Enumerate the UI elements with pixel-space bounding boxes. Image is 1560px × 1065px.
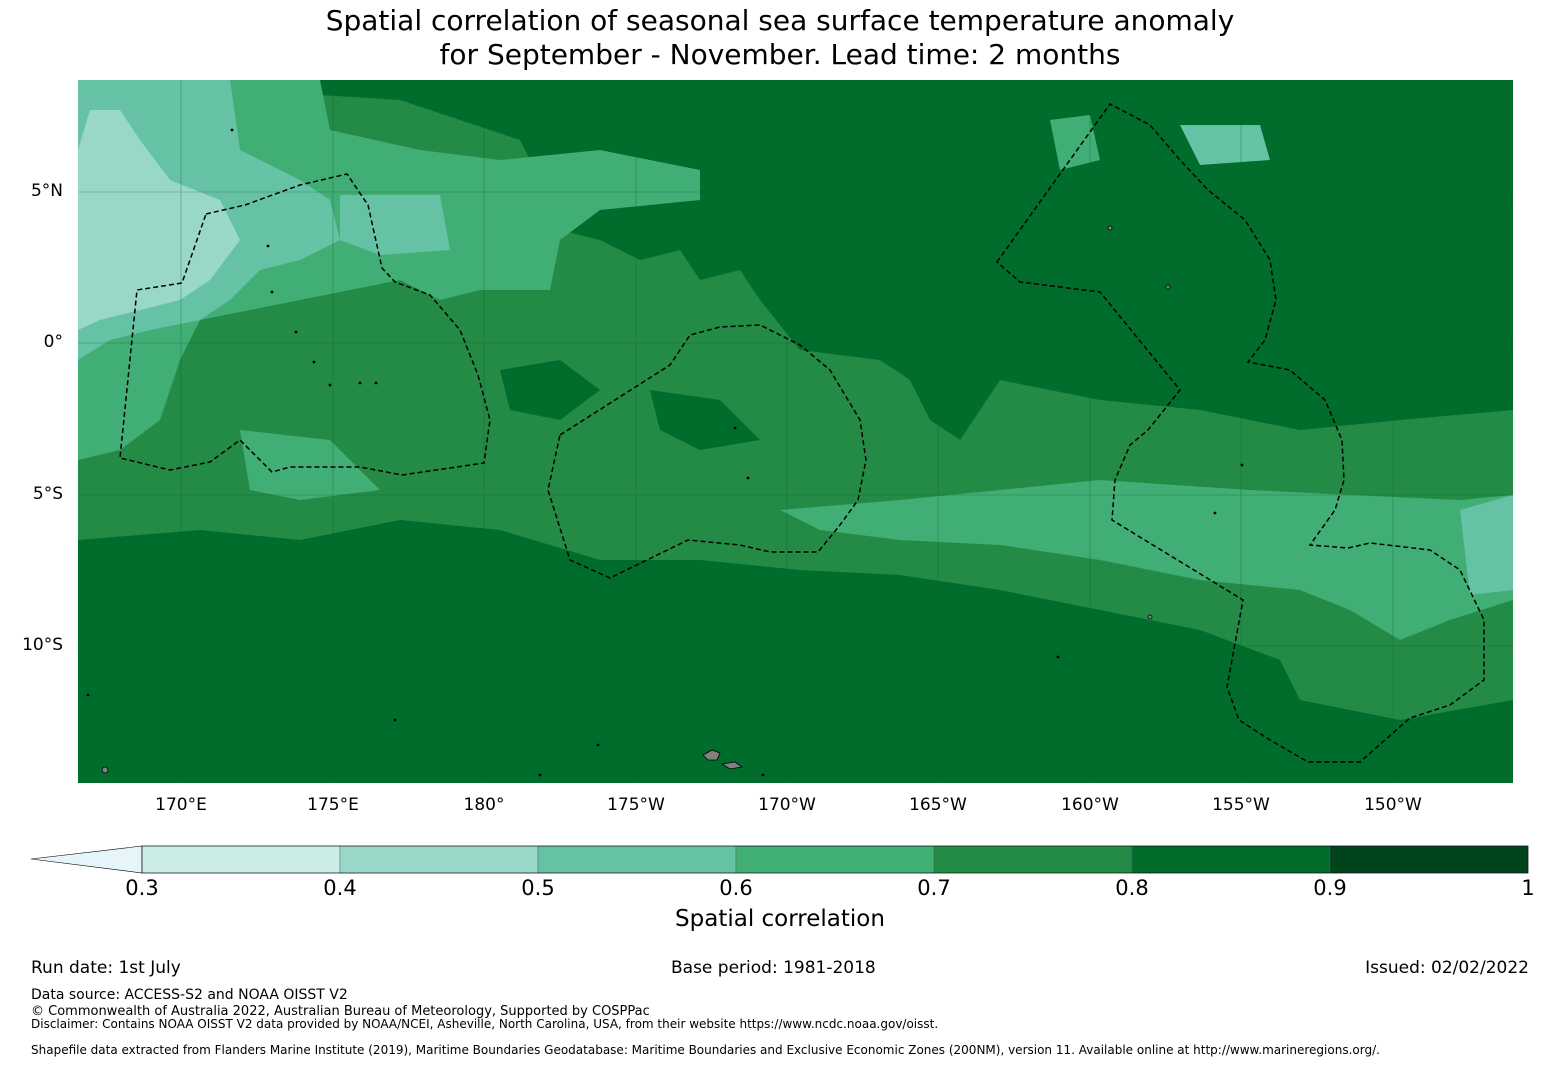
- colorbar-tick-0.5: 0.5: [521, 876, 555, 900]
- lat-label-5s: 5°S: [32, 484, 63, 504]
- samoa-island-1: [702, 749, 721, 761]
- eez-boundary-kiribati-gilbert: [119, 173, 491, 476]
- data-source: Data source: ACCESS-S2 and NOAA OISST V2: [31, 987, 348, 1003]
- colorbar-segment-0.8: [1131, 845, 1331, 874]
- lat-label-10s: 10°S: [22, 635, 63, 655]
- colorbar-segment-0.9: [1329, 845, 1529, 874]
- colorbar-frame: [141, 845, 1529, 874]
- run-date: Run date: 1st July: [31, 958, 181, 978]
- issued-date: Issued: 02/02/2022: [1365, 958, 1529, 978]
- shapefile-credit: Shapefile data extracted from Flanders M…: [31, 1043, 1380, 1057]
- colorbar-tick-0.3: 0.3: [125, 876, 159, 900]
- colorbar-segment-0.7: [933, 845, 1133, 874]
- lon-label-155w: 155°W: [1212, 795, 1270, 815]
- colorbar-segment-0.3: [141, 845, 341, 874]
- eez-boundary-tokelau: [547, 324, 867, 579]
- chart-title-line-1: Spatial correlation of seasonal sea surf…: [325, 4, 1235, 37]
- islands: [101, 225, 1171, 774]
- lon-label-165w: 165°W: [909, 795, 967, 815]
- eez-boundaries: [119, 103, 1485, 763]
- lat-label-0: 0°: [43, 332, 63, 352]
- lon-label-170w: 170°W: [758, 795, 816, 815]
- chart-title-line-2: for September - November. Lead time: 2 m…: [439, 38, 1121, 71]
- colorbar-tick-0.8: 0.8: [1115, 876, 1149, 900]
- eez-boundary-kiribati-line: [995, 103, 1485, 763]
- colorbar-label: Spatial correlation: [675, 906, 885, 932]
- colorbar-segments: [141, 845, 1529, 874]
- lon-label-150w: 150°W: [1364, 795, 1422, 815]
- colorbar-segment-0.6: [735, 845, 935, 874]
- map-gridlines: [78, 80, 1513, 783]
- colorbar: [30, 845, 1529, 874]
- atoll-dots: [86, 128, 1244, 777]
- correlation-low-regions: [78, 110, 240, 330]
- colorbar-extend-arrow: [30, 845, 143, 874]
- lon-label-180: 180°: [463, 795, 505, 815]
- colorbar-segment-0.5: [537, 845, 737, 874]
- colorbar-tick-0.4: 0.4: [323, 876, 357, 900]
- disclaimer: Disclaimer: Contains NOAA OISST V2 data …: [31, 1017, 939, 1031]
- colorbar-tick-0.7: 0.7: [917, 876, 951, 900]
- lon-label-160w: 160°W: [1061, 795, 1119, 815]
- lon-label-175w: 175°W: [607, 795, 665, 815]
- lon-label-175e: 175°E: [307, 795, 359, 815]
- correlation-map: [78, 80, 1513, 783]
- colorbar-segment-0.4: [339, 845, 539, 874]
- colorbar-tick-0.6: 0.6: [719, 876, 753, 900]
- colorbar-tick-0.9: 0.9: [1313, 876, 1347, 900]
- colorbar-tick-1: 1: [1521, 876, 1535, 900]
- base-period: Base period: 1981-2018: [671, 958, 876, 978]
- lon-label-170e: 170°E: [155, 795, 207, 815]
- samoa-island-2: [720, 761, 744, 770]
- copyright: © Commonwealth of Australia 2022, Austra…: [31, 1004, 650, 1019]
- lat-label-5n: 5°N: [30, 181, 63, 201]
